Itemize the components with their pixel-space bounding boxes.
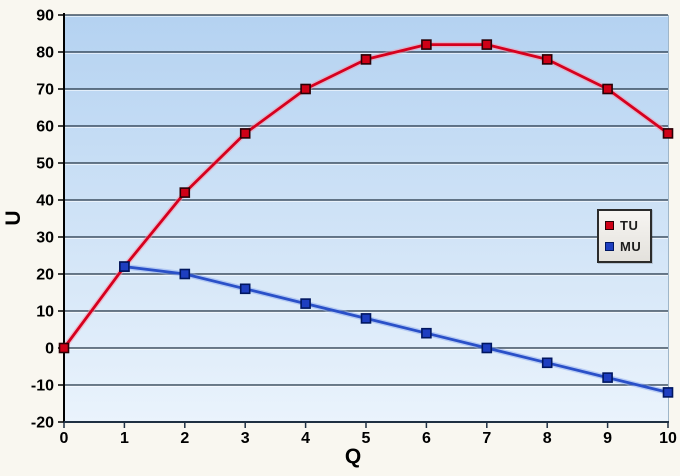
y-tick-label: 0 xyxy=(45,341,54,358)
mu-marker xyxy=(602,372,613,383)
x-tick-label: 9 xyxy=(603,430,612,447)
legend-label-tu: TU xyxy=(620,218,639,233)
tu-marker xyxy=(481,39,493,50)
mu-marker xyxy=(662,387,674,398)
tu-marker xyxy=(421,39,432,50)
x-tick-label: 10 xyxy=(659,430,677,447)
legend: TU MU xyxy=(597,209,652,263)
tu-marker xyxy=(602,83,613,95)
x-tick-label: 5 xyxy=(362,430,371,447)
y-tick-label: 70 xyxy=(36,82,54,99)
tu-marker xyxy=(360,54,372,65)
y-tick-label: 50 xyxy=(36,156,54,173)
y-tick-label: 90 xyxy=(36,8,54,25)
mu-marker xyxy=(360,313,372,324)
x-tick-label: 3 xyxy=(241,430,250,447)
mu-marker xyxy=(239,283,251,295)
x-tick-label: 6 xyxy=(422,430,431,447)
tu-marker xyxy=(239,128,251,139)
mu-marker xyxy=(119,261,130,272)
tu-marker xyxy=(300,83,311,95)
x-axis-title: Q xyxy=(344,445,362,468)
y-tick-label: 10 xyxy=(36,304,54,321)
y-tick-label: 30 xyxy=(36,230,54,247)
tu-marker xyxy=(58,342,70,354)
y-tick-label: 40 xyxy=(36,193,54,210)
tu-marker xyxy=(541,54,553,65)
y-tick-label: 20 xyxy=(36,267,54,284)
y-tick-label: 60 xyxy=(36,119,54,136)
mu-marker xyxy=(421,327,432,339)
y-tick-label: -20 xyxy=(31,415,54,432)
y-axis-title: U xyxy=(2,210,25,226)
mu-marker xyxy=(179,268,191,280)
mu-marker xyxy=(300,298,311,309)
y-tick-label: -10 xyxy=(31,378,54,395)
tu-marker xyxy=(179,187,191,198)
tu-marker xyxy=(662,128,674,139)
legend-label-mu: MU xyxy=(620,239,642,254)
tu-series-swatch-icon xyxy=(605,221,614,230)
mu-marker xyxy=(541,357,553,369)
legend-item-mu: MU xyxy=(605,237,646,256)
x-tick-label: 1 xyxy=(120,430,129,447)
x-tick-label: 2 xyxy=(180,430,189,447)
legend-item-tu: TU xyxy=(605,216,646,235)
mu-series-swatch-icon xyxy=(605,242,614,251)
mu-marker xyxy=(481,342,493,354)
x-tick-label: 7 xyxy=(482,430,491,447)
x-tick-label: 8 xyxy=(543,430,552,447)
x-tick-label: 0 xyxy=(60,430,69,447)
y-tick-label: 80 xyxy=(36,45,54,62)
x-tick-label: 4 xyxy=(301,430,310,447)
mu-line xyxy=(124,265,669,394)
